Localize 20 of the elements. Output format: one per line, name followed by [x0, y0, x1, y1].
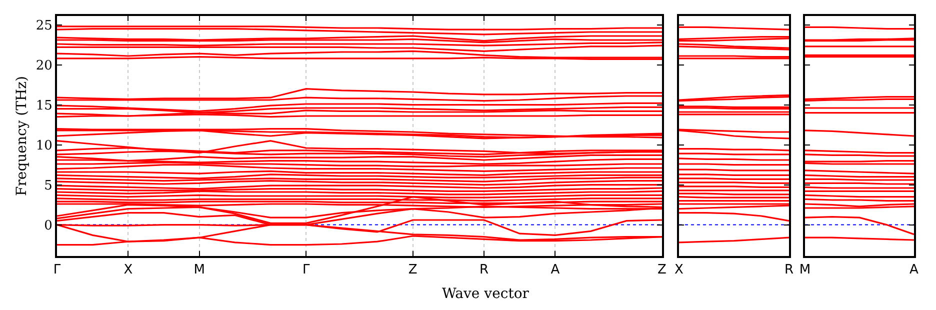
- x-tick-label: A: [910, 262, 919, 278]
- x-tick-label: M: [799, 262, 811, 278]
- x-tick-label: A: [550, 262, 560, 278]
- y-tick-label: 20: [36, 58, 52, 74]
- y-tick-label: 5: [44, 178, 52, 194]
- x-tick-label: X: [124, 262, 133, 278]
- y-tick-label: 15: [36, 98, 52, 114]
- y-tick-label: 10: [36, 138, 52, 154]
- x-tick-label: X: [674, 262, 684, 278]
- y-axis-title: Frequency (THz): [14, 76, 30, 196]
- x-tick-label: Z: [658, 262, 667, 278]
- x-axis-title: Wave vector: [442, 286, 530, 302]
- x-tick-label: Γ: [302, 262, 310, 278]
- x-tick-label: M: [194, 262, 205, 278]
- y-tick-label: 0: [44, 218, 52, 234]
- x-tick-label: Z: [408, 262, 418, 278]
- x-tick-label: Γ: [53, 262, 62, 278]
- x-tick-label: R: [480, 262, 489, 278]
- x-tick-label: R: [784, 262, 794, 278]
- y-tick-label: 25: [36, 18, 52, 34]
